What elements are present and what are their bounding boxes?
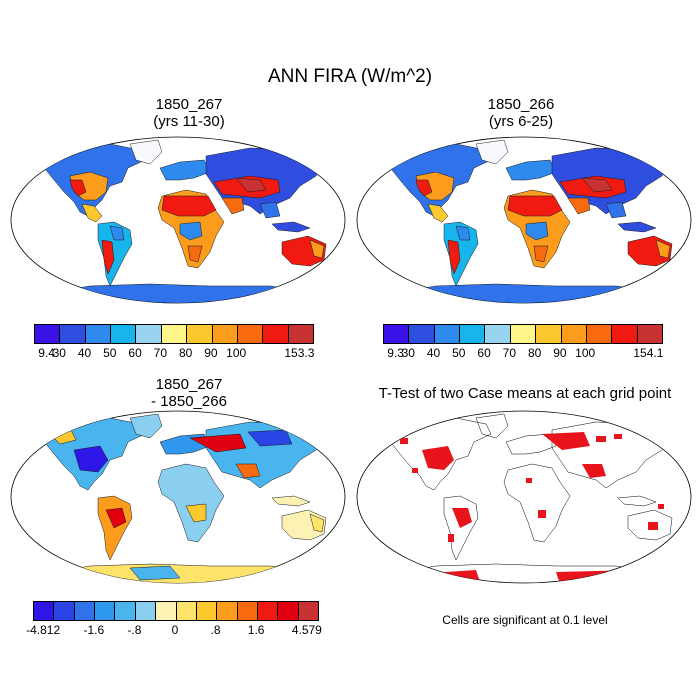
colorbar-2-swatch — [561, 325, 587, 343]
colorbar-2-tick-label: 90 — [553, 346, 567, 360]
colorbar-3-swatch — [176, 602, 197, 620]
colorbar-2-tick-label: 9.3 — [387, 346, 404, 360]
colorbar-3-tick-label: 1.6 — [247, 623, 265, 637]
colorbar-3-swatch — [237, 602, 258, 620]
colorbar-2-swatch — [536, 325, 562, 343]
colorbar-2 — [383, 324, 663, 344]
colorbar-3-swatch — [135, 602, 157, 620]
colorbar-2-swatch — [510, 325, 537, 343]
panel-1-land — [19, 139, 341, 303]
colorbar-1-tick-label: 153.3 — [284, 346, 315, 360]
colorbar-3-tick-label: -.8 — [127, 623, 142, 637]
colorbar-1-swatch — [85, 325, 112, 343]
colorbar-1-tick-label: 90 — [204, 346, 218, 360]
panel-1-title: 1850_267 (yrs 11-30) — [28, 96, 350, 130]
colorbar-2-swatch — [485, 325, 511, 343]
colorbar-3-swatch — [196, 602, 218, 620]
colorbar-2-tick-label: 30 — [401, 346, 415, 360]
colorbar-3 — [33, 601, 319, 621]
colorbar-2-swatch — [586, 325, 613, 343]
colorbar-1-tick-label: 30 — [52, 346, 66, 360]
colorbar-1-swatch — [237, 325, 264, 343]
colorbar-3-swatch — [217, 602, 238, 620]
colorbar-1-tick-label: 100 — [226, 346, 247, 360]
colorbar-1-swatch — [136, 325, 162, 343]
panel-4-title: T-Test of two Case means at each grid po… — [378, 385, 672, 402]
colorbar-3-swatch — [257, 602, 279, 620]
panel-4-map — [356, 410, 692, 584]
colorbar-3-tick-label: .8 — [210, 623, 221, 637]
colorbar-1-swatch — [187, 325, 213, 343]
colorbar-3-tick-label: 0 — [171, 623, 179, 637]
colorbar-2-tick-label: 80 — [527, 346, 542, 360]
colorbar-3-swatch — [74, 602, 96, 620]
panel-4-land-outline — [365, 413, 687, 583]
colorbar-1-tick-label: 50 — [103, 346, 117, 360]
colorbar-2-tick-label: 70 — [502, 346, 517, 360]
colorbar-2-swatch — [409, 325, 435, 343]
panel-2-title-line1: 1850_266 — [487, 96, 555, 113]
colorbar-1-tick-label: 60 — [128, 346, 142, 360]
colorbar-3-swatch — [34, 602, 55, 620]
colorbar-2-swatch — [460, 325, 486, 343]
colorbar-1-tick-label: 80 — [178, 346, 193, 360]
colorbar-1-swatch — [263, 325, 289, 343]
colorbar-1-tick-label: 9.4 — [38, 346, 55, 360]
figure-title: ANN FIRA (W/m^2) — [267, 66, 433, 87]
colorbar-2-tick-label: 60 — [477, 346, 491, 360]
panel-3-title-line1: 1850_267 — [155, 376, 223, 393]
colorbar-1-swatch — [212, 325, 238, 343]
colorbar-2-swatch — [612, 325, 638, 343]
colorbar-1-swatch — [288, 325, 313, 343]
colorbar-3-swatch — [95, 602, 116, 620]
panel-2-map — [356, 136, 692, 304]
panel-2-title: 1850_266 (yrs 6-25) — [360, 96, 682, 130]
colorbar-1-swatch — [161, 325, 188, 343]
panel-3-title-line2: - 1850_266 — [151, 393, 227, 410]
colorbar-1-tick-label: 70 — [153, 346, 168, 360]
panel-1-title-line2: (yrs 11-30) — [153, 113, 225, 130]
colorbar-3-swatch — [278, 602, 299, 620]
colorbar-3-swatch — [54, 602, 75, 620]
colorbar-1 — [34, 324, 314, 344]
panel-3-land — [19, 413, 341, 583]
colorbar-3-tick-label: -1.6 — [83, 623, 105, 637]
colorbar-2-tick-label: 154.1 — [633, 346, 664, 360]
colorbar-3-swatch — [156, 602, 177, 620]
colorbar-2-tick-label: 40 — [426, 346, 441, 360]
colorbar-2-swatch — [637, 325, 662, 343]
panel-1-map — [10, 136, 346, 304]
colorbar-2-tick-label: 50 — [452, 346, 466, 360]
panel-3-map — [10, 410, 346, 584]
colorbar-3-tick-label: 4.579 — [291, 623, 322, 637]
colorbar-3-swatch — [298, 602, 319, 620]
panel-2-title-line2: (yrs 6-25) — [488, 113, 554, 130]
colorbar-1-swatch — [60, 325, 86, 343]
colorbar-3-tick-label: -4.812 — [26, 623, 61, 637]
panel-1-title-line1: 1850_267 — [155, 96, 223, 113]
colorbar-2-swatch — [384, 325, 410, 343]
panel-3-title: 1850_267 - 1850_266 — [28, 376, 350, 410]
colorbar-2-tick-label: 100 — [575, 346, 596, 360]
colorbar-1-tick-label: 40 — [77, 346, 92, 360]
significance-note: Cells are significant at 0.1 level — [442, 613, 608, 627]
colorbar-3-swatch — [115, 602, 136, 620]
colorbar-1-swatch — [111, 325, 137, 343]
colorbar-1-swatch — [35, 325, 61, 343]
colorbar-2-swatch — [434, 325, 461, 343]
